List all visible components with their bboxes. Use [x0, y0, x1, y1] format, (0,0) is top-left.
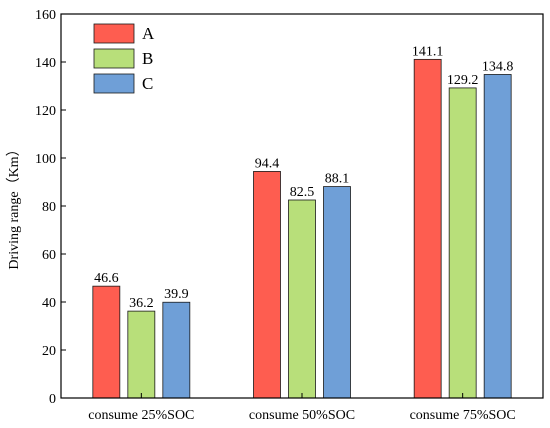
bar-C-2: [323, 186, 351, 399]
legend: ABC: [93, 23, 155, 94]
y-tick-label: 20: [42, 344, 56, 359]
data-label: 46.6: [94, 271, 119, 286]
bar-A-2: [253, 171, 281, 399]
legend-swatch-B: [93, 48, 135, 69]
y-axis: 0 20 40 60 80 100 120 140 160: [35, 8, 66, 407]
x-tick-label: consume 50%SOC: [249, 408, 355, 423]
y-tick-label: 160: [35, 8, 56, 23]
y-tick-label: 80: [42, 200, 56, 215]
y-tick-label: 140: [35, 56, 56, 71]
bar-B-2: [288, 199, 316, 399]
data-label: 141.1: [412, 44, 444, 59]
y-tick-label: 120: [35, 104, 56, 119]
data-label: 36.2: [129, 296, 154, 311]
legend-label: A: [142, 24, 155, 43]
bar-B-1: [127, 310, 156, 399]
bar-A-1: [92, 285, 121, 399]
bar-A-3: [413, 58, 442, 399]
data-label: 88.1: [325, 172, 350, 187]
legend-swatch-C: [93, 73, 135, 94]
y-tick-label: 0: [49, 392, 56, 407]
x-axis: consume 25%SOC consume 50%SOC consume 75%S…: [88, 393, 516, 423]
y-tick-label: 60: [42, 248, 56, 263]
bars-layer: [92, 58, 512, 399]
bar-C-3: [483, 74, 512, 399]
y-tick-label: 100: [35, 152, 56, 167]
data-label: 39.9: [164, 287, 189, 302]
data-label: 94.4: [255, 156, 280, 171]
bar-B-3: [448, 87, 477, 399]
legend-label: C: [142, 74, 153, 93]
data-label: 129.2: [447, 73, 479, 88]
x-tick-label: consume 25%SOC: [88, 408, 194, 423]
y-tick-label: 40: [42, 296, 56, 311]
y-axis-title: Driving range（Km）: [6, 142, 22, 269]
data-label: 82.5: [290, 185, 315, 200]
legend-label: B: [142, 49, 153, 68]
x-tick-label: consume 75%SOC: [410, 408, 516, 423]
legend-swatch-A: [93, 23, 135, 44]
data-label: 134.8: [482, 59, 514, 74]
bar-C-1: [162, 301, 191, 399]
